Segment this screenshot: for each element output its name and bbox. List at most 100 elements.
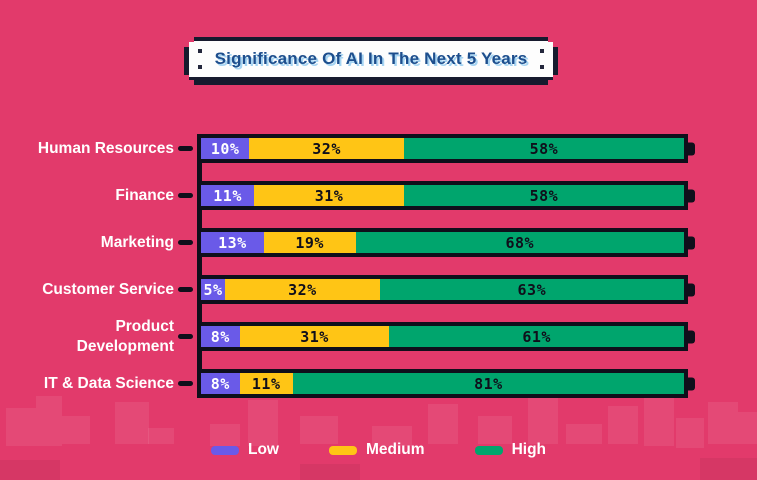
tick-mark [178, 146, 193, 151]
chart-row: Product Development 8% 31% 61% [0, 318, 695, 355]
skyline-block [676, 418, 704, 448]
segment-value: 11% [213, 186, 242, 205]
segment-medium: 31% [254, 185, 404, 206]
category-label: Product Development [76, 318, 174, 355]
skyline-block [528, 398, 558, 444]
segment-high: 61% [389, 326, 684, 347]
chart-row: Marketing 13% 19% 68% [0, 228, 695, 257]
row-label: Human Resources [0, 139, 174, 158]
battery-nub-icon [688, 189, 695, 202]
category-label: IT & Data Science [43, 374, 174, 392]
segment-medium: 19% [263, 232, 356, 253]
segment-low: 5% [201, 279, 226, 300]
tick-mark [178, 381, 193, 386]
legend: Low Medium High [0, 441, 757, 459]
category-label: Marketing [100, 233, 174, 251]
segment-value: 11% [251, 374, 281, 393]
skyline-block [478, 416, 512, 444]
segment-value: 58% [529, 139, 559, 158]
stacked-bar-chart: Human Resources 10% 32% 58% Finance 11% … [0, 134, 695, 416]
segment-value: 58% [529, 186, 559, 205]
battery-nub-icon [688, 330, 695, 343]
segment-value: 31% [300, 327, 329, 346]
row-label: Marketing [0, 233, 174, 252]
segment-high: 81% [292, 373, 684, 394]
segment-value: 81% [474, 374, 503, 393]
battery-nub-icon [688, 236, 695, 249]
segment-value: 13% [218, 233, 247, 252]
battery-nub-icon [688, 142, 695, 155]
category-label: Human Resources [37, 139, 174, 157]
legend-item-medium: Medium [329, 441, 425, 459]
legend-swatch-low [211, 445, 239, 455]
battery-bar: 11% 31% 58% [197, 181, 695, 210]
battery-bar: 5% 32% 63% [197, 275, 695, 304]
skyline-block [248, 400, 278, 446]
skyline-block [708, 402, 738, 444]
segment-value: 5% [203, 280, 223, 299]
battery-bar: 8% 11% 81% [197, 369, 695, 398]
screw-icon [540, 49, 544, 53]
chart-row: IT & Data Science 8% 11% 81% [0, 369, 695, 398]
segment-value: 61% [522, 327, 551, 346]
chart-row: Finance 11% 31% 58% [0, 181, 695, 210]
y-axis-line [197, 134, 202, 398]
segment-value: 8% [210, 374, 230, 393]
chart-row: Human Resources 10% 32% 58% [0, 134, 695, 163]
battery-bar: 10% 32% 58% [197, 134, 695, 163]
legend-label: High [511, 441, 546, 458]
legend-swatch-high [474, 445, 503, 455]
title-plate: Significance Of AI In The Next 5 Years [189, 41, 553, 77]
row-label: Product Development [0, 317, 174, 356]
battery-bar: 13% 19% 68% [197, 228, 695, 257]
skyline-block [210, 424, 240, 446]
skyline-block [148, 428, 174, 444]
segment-value: 10% [210, 139, 240, 158]
tick-mark [178, 193, 193, 198]
segment-low: 10% [201, 138, 250, 159]
skyline-block [115, 402, 149, 444]
segment-medium: 11% [239, 373, 293, 394]
battery-nub-icon [688, 377, 695, 390]
segment-high: 58% [403, 185, 684, 206]
segment-value: 63% [517, 280, 547, 299]
battery-bar: 8% 31% 61% [197, 322, 695, 351]
tick-mark [178, 287, 193, 292]
segment-value: 32% [312, 139, 341, 158]
segment-medium: 32% [249, 138, 404, 159]
row-label: Finance [0, 186, 174, 205]
skyline-block [738, 412, 757, 444]
legend-swatch-medium [329, 445, 357, 455]
legend-label: Low [248, 441, 279, 458]
segment-low: 13% [201, 232, 264, 253]
segment-low: 8% [201, 373, 240, 394]
segment-high: 63% [379, 279, 684, 300]
page-title: Significance Of AI In The Next 5 Years [214, 49, 528, 68]
screw-icon [198, 65, 202, 69]
legend-item-high: High [474, 441, 546, 459]
skyline-block [566, 424, 602, 444]
segment-value: 19% [295, 233, 324, 252]
title-box: Significance Of AI In The Next 5 Years [184, 37, 558, 85]
category-label: Finance [115, 186, 174, 204]
tick-mark [178, 240, 193, 245]
skyline-block [62, 416, 90, 444]
segment-medium: 32% [225, 279, 380, 300]
skyline-block [608, 406, 638, 444]
skyline-block [644, 396, 674, 446]
segment-high: 68% [355, 232, 684, 253]
skyline-block [36, 396, 62, 446]
screw-icon [198, 49, 202, 53]
screw-icon [540, 65, 544, 69]
skyline-shadow-block [300, 464, 360, 480]
category-label: Customer Service [42, 280, 174, 298]
segment-value: 32% [288, 280, 317, 299]
row-label: IT & Data Science [0, 374, 174, 393]
legend-label: Medium [366, 441, 425, 458]
skyline-shadow-block [0, 460, 60, 480]
skyline-block [372, 426, 412, 446]
skyline-block [428, 404, 458, 444]
segment-low: 11% [201, 185, 255, 206]
chart-rows: Human Resources 10% 32% 58% Finance 11% … [0, 134, 695, 398]
